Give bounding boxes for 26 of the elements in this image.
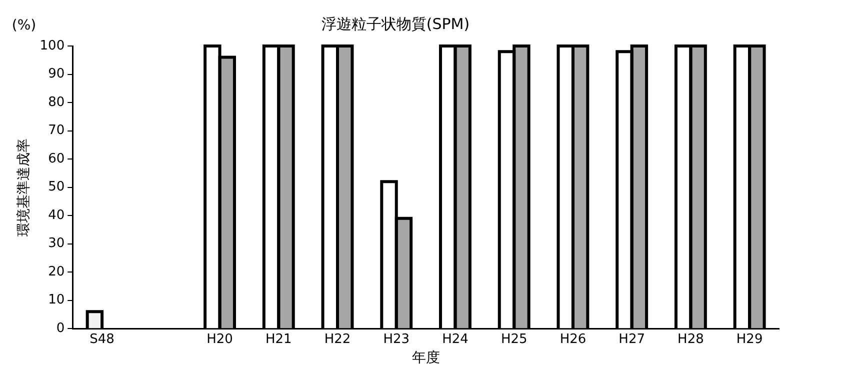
x-tick-label: S48 xyxy=(90,332,114,347)
y-tick-label: 80 xyxy=(48,94,65,110)
x-tick-label: H26 xyxy=(560,332,586,347)
y-tick-label: 40 xyxy=(48,208,65,223)
x-tick-label: H21 xyxy=(265,332,292,347)
y-tick-label: 90 xyxy=(48,66,65,82)
x-tick-label: H22 xyxy=(324,332,351,347)
x-tick-label: H29 xyxy=(736,332,763,347)
y-tick-label: 30 xyxy=(48,236,65,252)
text: (%) xyxy=(12,18,36,34)
y-tick-label: 50 xyxy=(48,180,65,195)
y-tick-label: 10 xyxy=(48,292,65,308)
y-tick-label: 60 xyxy=(48,151,65,166)
y-tick-label: 0 xyxy=(56,320,65,336)
y-tick-label: 100 xyxy=(40,38,65,54)
y-axis-title: 環境基準達成率 xyxy=(16,138,32,236)
x-tick-label: H28 xyxy=(678,332,704,347)
y-tick-label: 20 xyxy=(48,264,65,280)
y-tick-label: 70 xyxy=(48,123,65,138)
x-tick-label: H23 xyxy=(383,332,410,347)
x-tick-label: H24 xyxy=(442,332,468,347)
x-tick-label: H25 xyxy=(500,332,528,347)
x-axis-title: 年度 xyxy=(412,350,440,366)
x-tick-label: H20 xyxy=(206,332,233,347)
x-tick-label: H27 xyxy=(618,332,645,347)
chart-title: 浮遊粒子状物質(SPM) xyxy=(321,14,470,33)
